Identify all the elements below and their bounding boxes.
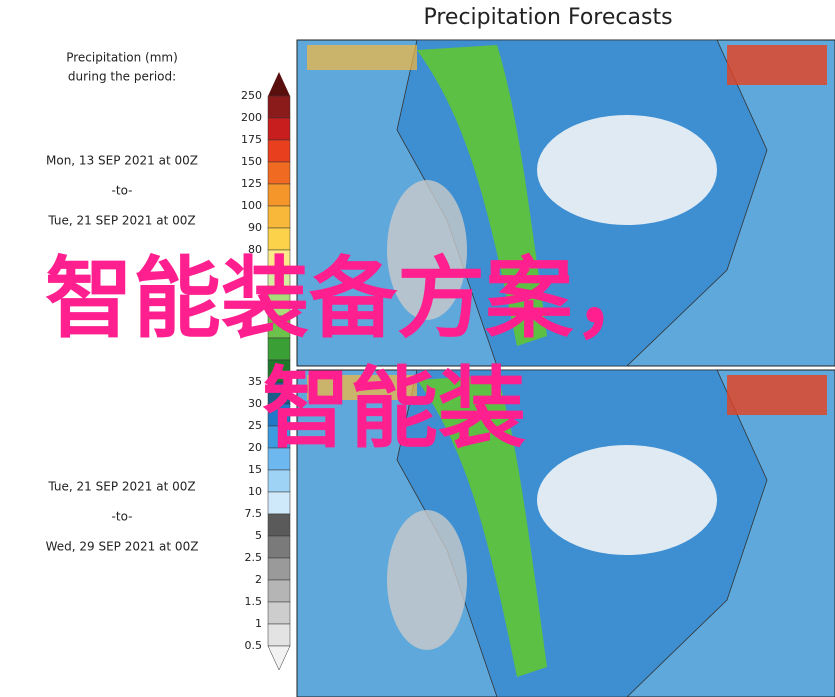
colorbar-cell [267, 623, 291, 647]
colorbar-tick-label: 175 [241, 133, 262, 146]
map-panel [296, 39, 835, 367]
legend-title: Precipitation (mm) [66, 51, 178, 65]
colorbar-tick-label: 80 [248, 243, 262, 256]
colorbar-cell [267, 161, 291, 185]
maps [296, 39, 835, 697]
colorbar-cell [267, 557, 291, 581]
colorbar-tick-label: 150 [241, 155, 262, 168]
map-rain-green [417, 45, 547, 346]
legend-title: during the period: [68, 70, 176, 84]
colorbar-tick-label: 2 [255, 573, 262, 586]
overlay-text: 智能装备方案， [45, 247, 661, 350]
map-dry [537, 115, 717, 225]
colorbar-cell [267, 535, 291, 559]
colorbar-cell [267, 491, 291, 515]
colorbar-cell [267, 95, 291, 119]
colorbar-cell [267, 139, 291, 163]
map-rain-green [417, 375, 547, 677]
colorbar: 250 200 175 150 125 100 90 80 35 30 25 20 15 10 7.5 5 2.… [241, 72, 291, 671]
colorbar-tick-label: 250 [241, 89, 262, 102]
title: Precipitation Forecasts [423, 5, 672, 30]
colorbar-tick-label: 20 [248, 441, 262, 454]
colorbar-cell [267, 579, 291, 603]
colorbar-tick-label: 15 [248, 463, 262, 476]
period-end: Tue, 21 SEP 2021 at 00Z [47, 214, 195, 228]
colorbar-cell [267, 513, 291, 537]
colorbar-tick-label: 200 [241, 111, 262, 124]
period-to: -to- [112, 184, 133, 198]
colorbar-cell [267, 183, 291, 207]
map-rain-yellow [307, 375, 417, 400]
colorbar-tick-label: 7.5 [245, 507, 263, 520]
colorbar-tick-label: 5 [255, 529, 262, 542]
colorbar-tick-label: 90 [248, 221, 262, 234]
map-rain-red [727, 45, 827, 85]
colorbar-tick-label: 1.5 [245, 595, 263, 608]
map-rain-yellow [307, 45, 417, 70]
map-rain-red [727, 375, 827, 415]
colorbar-tick-label: 2.5 [245, 551, 263, 564]
period-start: Mon, 13 SEP 2021 at 00Z [46, 154, 198, 168]
colorbar-tick-label: 1 [255, 617, 262, 630]
overlay-text: 智能装 [262, 357, 526, 460]
period-start: Tue, 21 SEP 2021 at 00Z [47, 480, 195, 494]
map-dry [387, 180, 467, 320]
colorbar-tick-label: 100 [241, 199, 262, 212]
colorbar-arrow [268, 72, 290, 96]
colorbar-cell [267, 469, 291, 493]
period-end: Wed, 29 SEP 2021 at 00Z [46, 540, 199, 554]
map-dry [387, 510, 467, 650]
colorbar-cell [267, 205, 291, 229]
map-panel [296, 369, 835, 697]
colorbar-tick-label: 10 [248, 485, 262, 498]
map-dry [537, 445, 717, 555]
period-to: -to- [112, 510, 133, 524]
colorbar-tick-label: 125 [241, 177, 262, 190]
colorbar-tick-label: 0.5 [245, 639, 263, 652]
colorbar-tick-label: 35 [248, 375, 262, 388]
colorbar-arrow [267, 645, 291, 671]
colorbar-cell [267, 601, 291, 625]
colorbar-cell [267, 117, 291, 141]
colorbar-tick-label: 30 [248, 397, 262, 410]
colorbar-tick-label: 25 [248, 419, 262, 432]
